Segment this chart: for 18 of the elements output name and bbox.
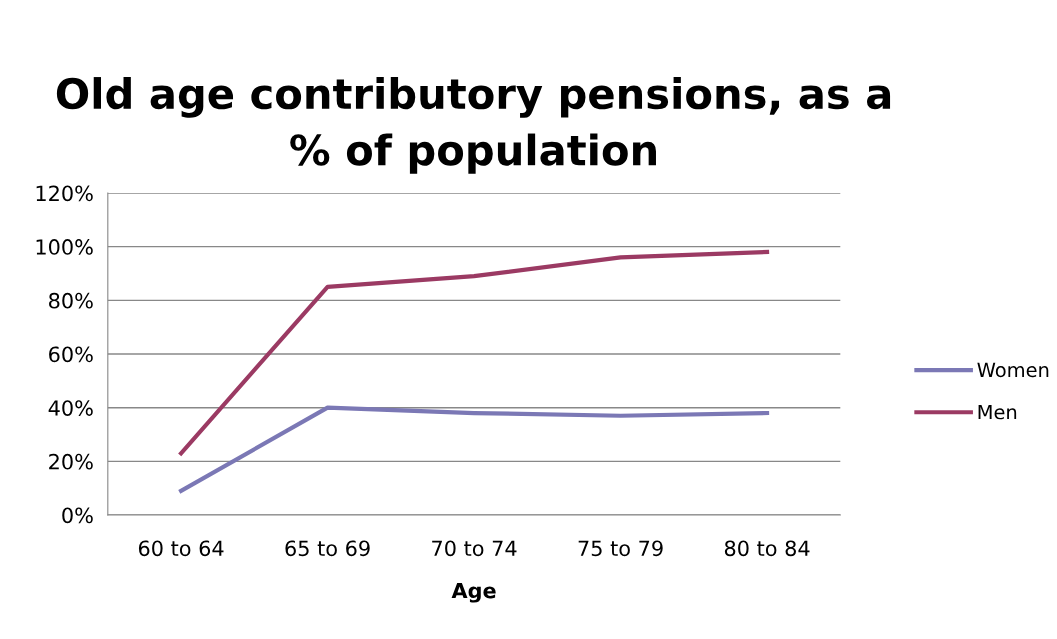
x-axis-title: Age bbox=[451, 582, 496, 603]
x-tick-label: 65 to 69 bbox=[285, 540, 370, 557]
chart-title: Old age contributory pensions, as a % of population bbox=[56, 77, 891, 174]
y-tick-label: 120% bbox=[36, 185, 93, 202]
legend-label: Women bbox=[977, 362, 1049, 378]
y-tick-label: 80% bbox=[49, 292, 93, 309]
legend-label: Men bbox=[978, 404, 1017, 420]
x-tick-label: 70 to 74 bbox=[432, 540, 517, 557]
x-tick-label: 75 to 79 bbox=[578, 540, 663, 557]
line-series bbox=[178, 405, 770, 493]
line-series bbox=[178, 249, 770, 456]
y-tick-label: 20% bbox=[49, 453, 93, 470]
x-tick-label: 80 to 84 bbox=[724, 540, 810, 557]
x-tick-label: 60 to 64 bbox=[138, 540, 224, 557]
y-tick-label: 40% bbox=[48, 400, 93, 416]
y-tick-label: 0% bbox=[62, 507, 93, 524]
y-tick-label: 100% bbox=[36, 239, 93, 255]
y-tick-label: 60% bbox=[49, 346, 93, 363]
